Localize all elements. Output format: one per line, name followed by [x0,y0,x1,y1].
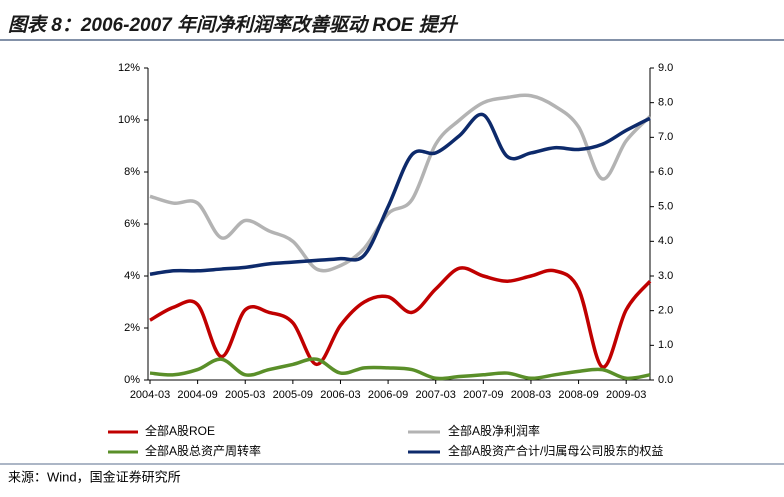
legend-label: 全部A股净利润率 [448,423,540,438]
x-tick-label: 2006-03 [320,389,360,401]
y2-tick-label: 4.0 [658,235,673,247]
x-tick-label: 2007-09 [463,389,503,401]
x-tick-label: 2004-09 [177,389,217,401]
y2-tick-label: 8.0 [658,97,673,109]
series-line [149,266,652,369]
y-tick-label: 4% [124,270,140,282]
y2-tick-label: 5.0 [658,201,673,213]
legend: 全部A股ROE 全部A股净利润率 全部A股总资产周转率 全部A股资产合计/归属母… [108,423,663,458]
y2-tick-label: 3.0 [658,270,673,282]
x-tick-label: 2009-03 [606,389,646,401]
y2-tick-label: 0.0 [658,374,673,386]
x-tick-label: 2005-09 [273,389,313,401]
y-tick-label: 6% [124,218,140,230]
legend-label: 全部A股资产合计/归属母公司股东的权益 [448,443,663,458]
x-tick-label: 2004-03 [130,389,170,401]
series-line [149,357,651,381]
legend-label: 全部A股总资产周转率 [145,443,261,458]
x-tick-label: 2008-09 [558,389,598,401]
x-tick-label: 2006-09 [368,389,408,401]
legend-label: 全部A股ROE [145,423,215,438]
y-tick-label: 0% [124,374,140,386]
source: 来源：Wind，国金证券研究所 [8,469,181,484]
y2-tick-label: 1.0 [658,339,673,351]
series-line [149,93,652,273]
x-tick-label: 2005-03 [225,389,265,401]
chart-title: 图表 8：2006-2007 年间净利润率改善驱动 ROE 提升 [8,14,459,36]
y2-tick-label: 9.0 [658,62,673,74]
x-tick-label: 2007-03 [416,389,456,401]
series-line [149,112,651,276]
y-tick-label: 8% [124,166,140,178]
y2-tick-label: 7.0 [658,131,673,143]
y-tick-label: 12% [118,62,140,74]
y2-tick-label: 6.0 [658,166,673,178]
y2-tick-label: 2.0 [658,305,673,317]
y-tick-label: 2% [124,322,140,334]
y-tick-label: 10% [118,114,140,126]
x-tick-label: 2008-03 [511,389,551,401]
